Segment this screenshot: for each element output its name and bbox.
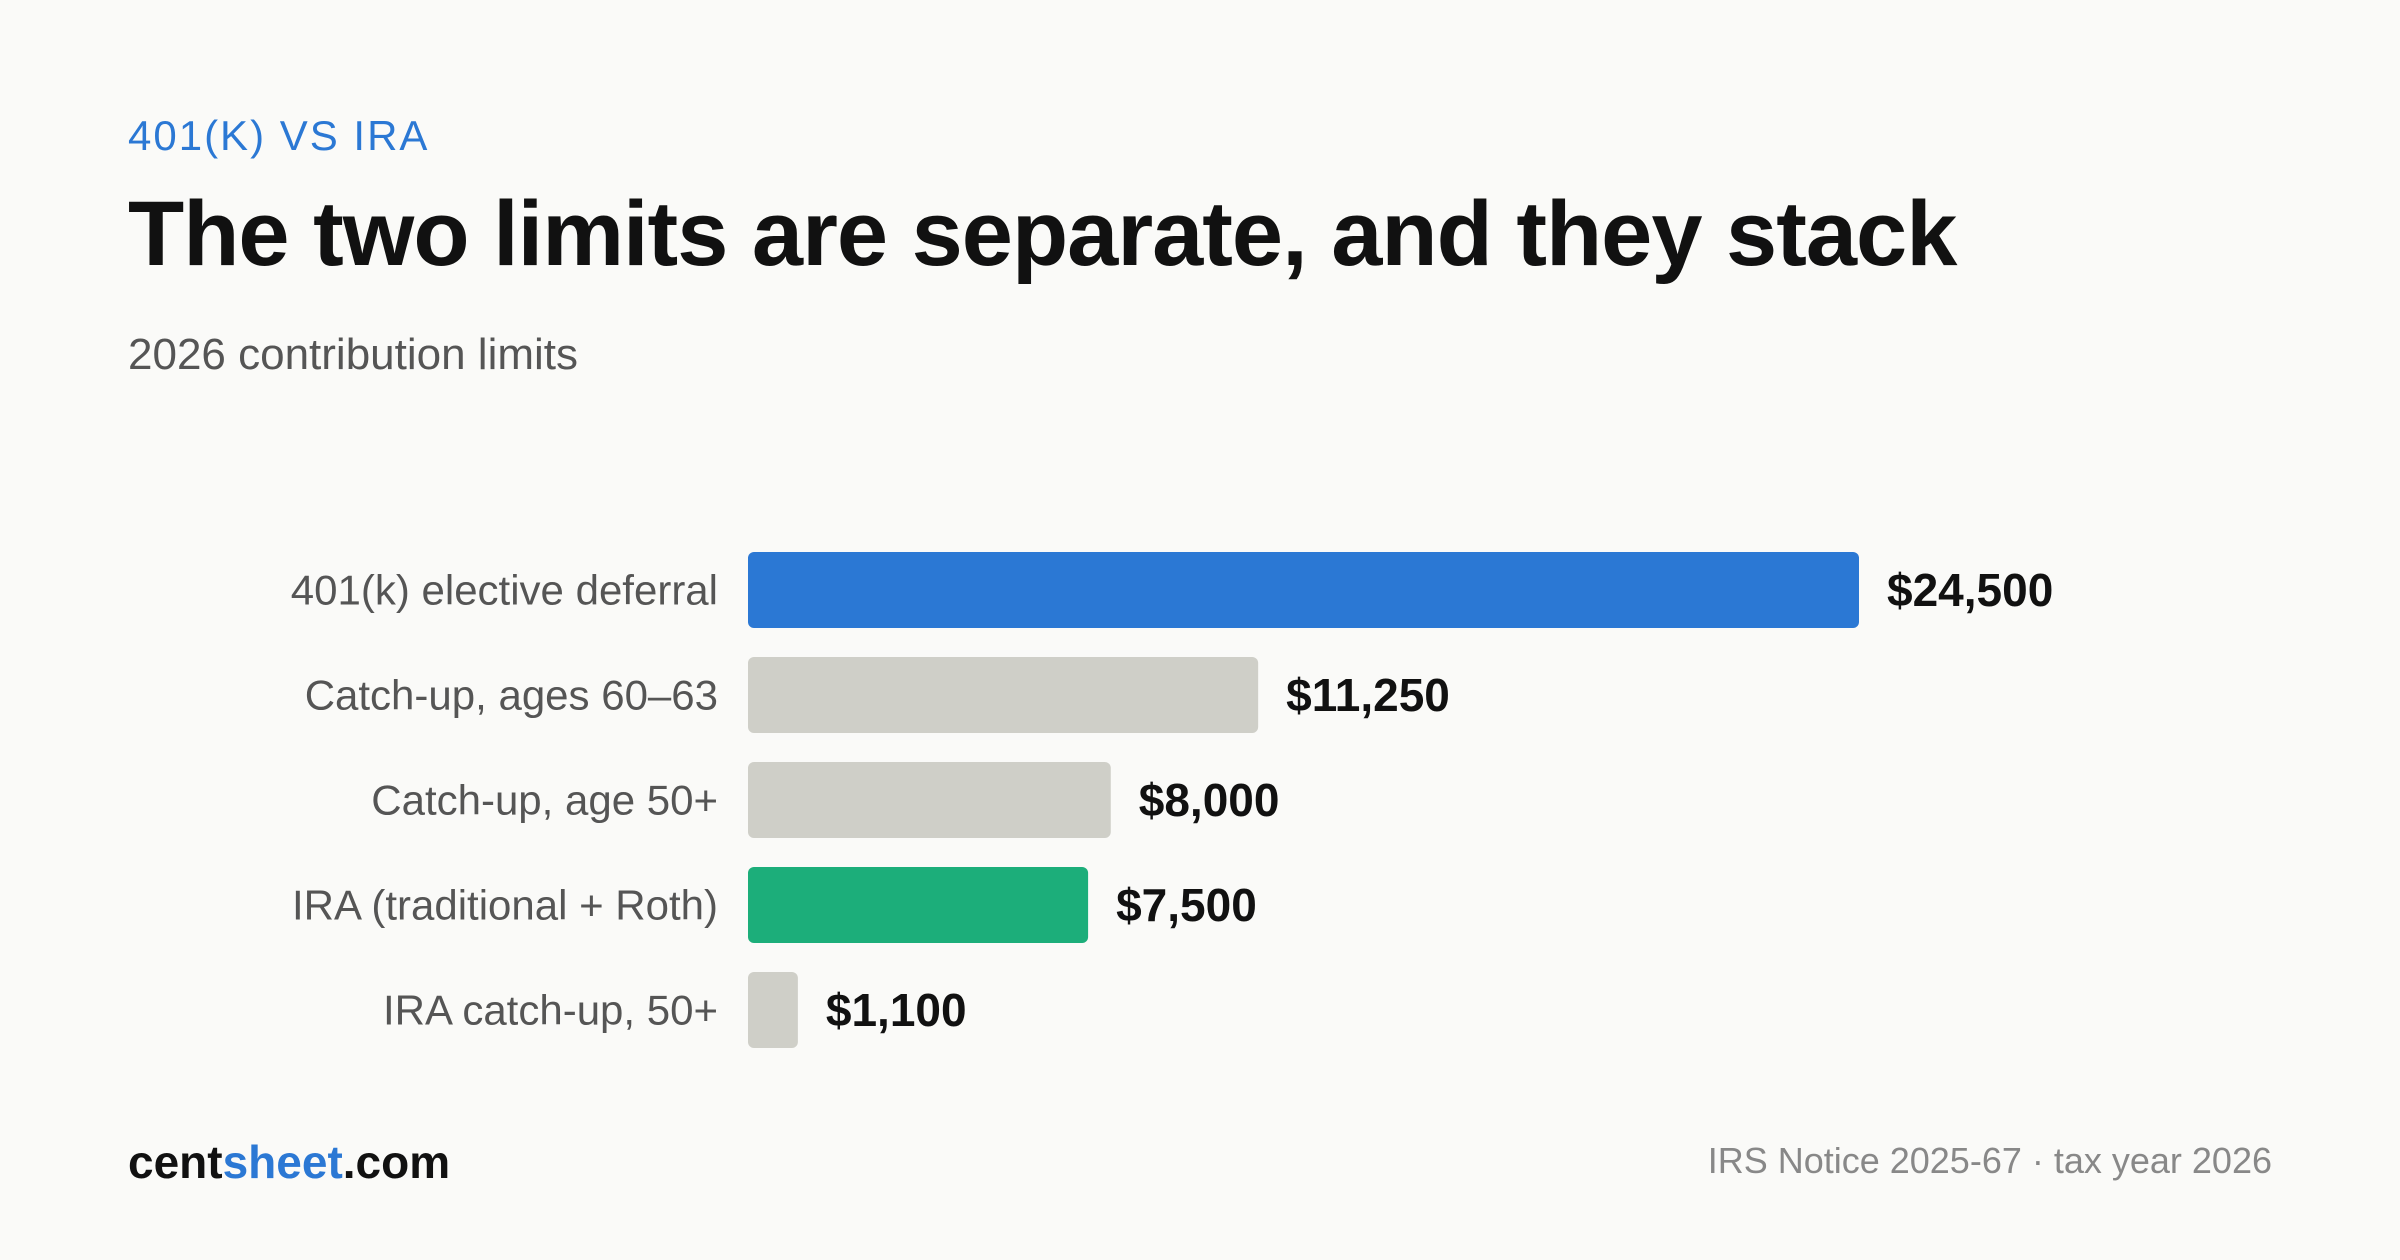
category-label-2: Catch-up, age 50+ <box>371 777 718 824</box>
value-label-2: $8,000 <box>1139 774 1280 826</box>
brand-suffix: .com <box>342 1136 451 1188</box>
bar-4 <box>748 972 798 1048</box>
value-label-4: $1,100 <box>826 984 967 1036</box>
value-label-1: $11,250 <box>1286 669 1450 721</box>
brand-accent: sheet <box>222 1136 343 1188</box>
bar-3 <box>748 867 1089 943</box>
footer-brand[interactable]: centsheet.com <box>128 1135 450 1189</box>
value-label-0: $24,500 <box>1887 564 2053 616</box>
bar-0 <box>748 552 1859 628</box>
category-label-0: 401(k) elective deferral <box>291 567 718 614</box>
category-label-4: IRA catch-up, 50+ <box>383 987 718 1034</box>
brand-prefix: cent <box>128 1136 223 1188</box>
page-title: The two limits are separate, and they st… <box>128 183 1957 285</box>
bar-1 <box>748 657 1259 733</box>
value-label-3: $7,500 <box>1116 879 1257 931</box>
chart-subtitle: 2026 contribution limits <box>128 330 579 379</box>
source-note: IRS Notice 2025-67 · tax year 2026 <box>1707 1140 2272 1181</box>
bar-2 <box>748 762 1111 838</box>
category-label-1: Catch-up, ages 60–63 <box>305 672 718 719</box>
eyebrow-label: 401(K) VS IRA <box>128 112 430 159</box>
category-label-3: IRA (traditional + Roth) <box>292 882 718 929</box>
